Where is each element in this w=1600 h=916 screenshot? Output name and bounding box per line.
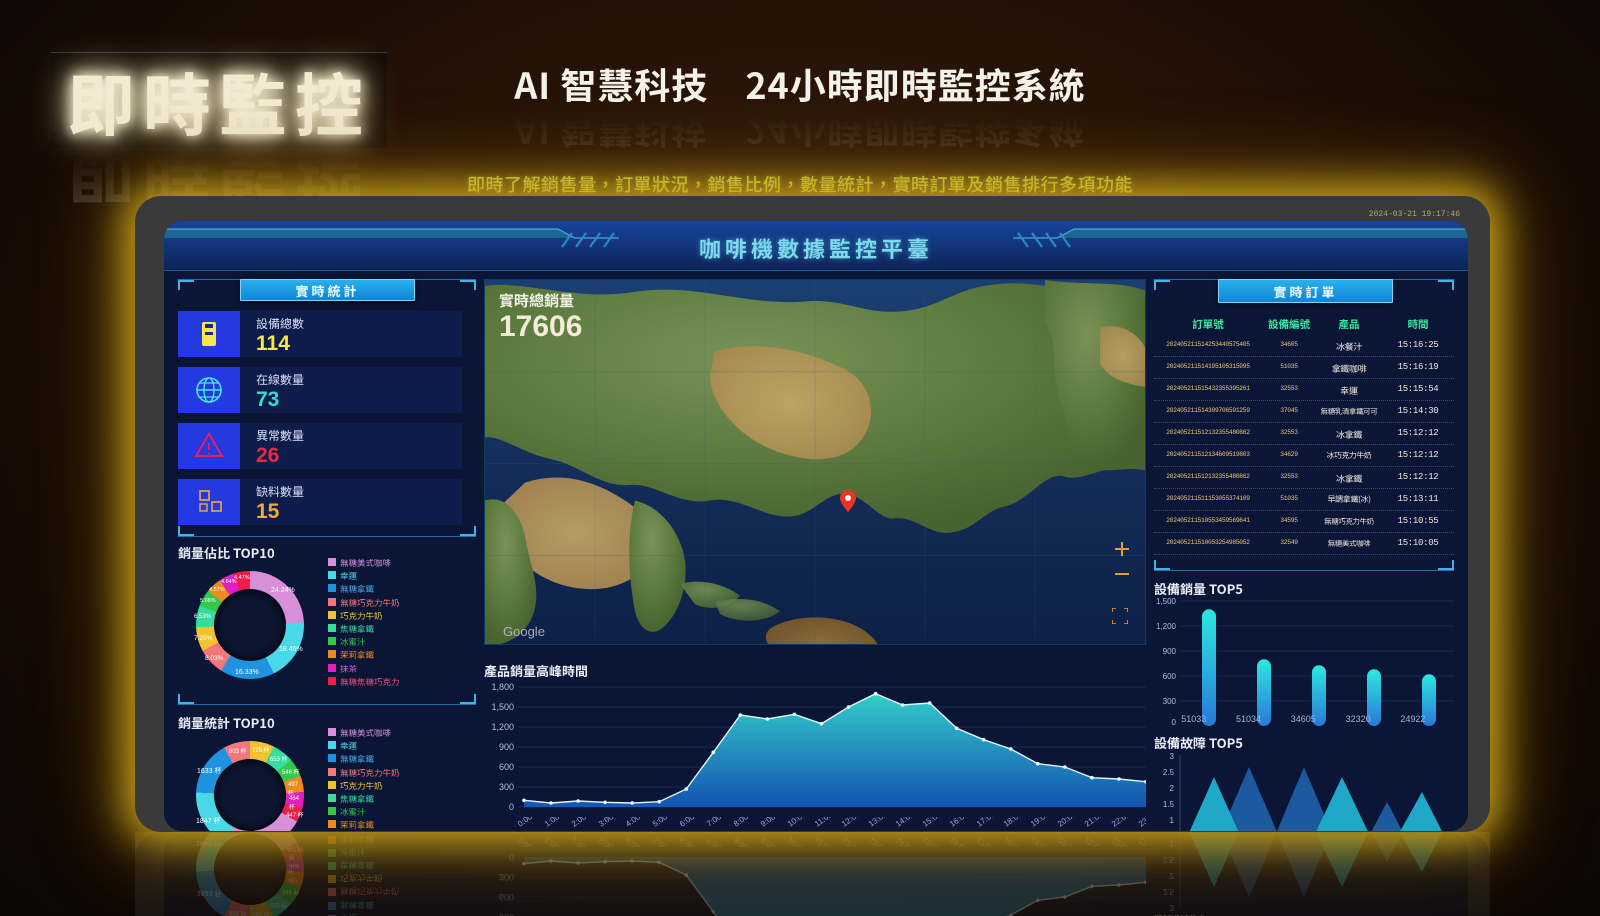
svg-text:21:00: 21:00 — [1083, 817, 1105, 829]
svg-text:1.5: 1.5 — [1163, 800, 1175, 809]
svg-text:1:00: 1:00 — [543, 817, 561, 829]
svg-text:300: 300 — [499, 782, 514, 792]
svg-text:900: 900 — [1163, 647, 1177, 656]
svg-text:13:00: 13:00 — [867, 817, 889, 829]
svg-text:1,200: 1,200 — [1156, 622, 1177, 631]
svg-text:10:00: 10:00 — [786, 817, 808, 829]
svg-text:17:00: 17:00 — [975, 817, 997, 829]
svg-text:9:00: 9:00 — [759, 817, 777, 829]
svg-text:1,200: 1,200 — [491, 722, 514, 732]
svg-text:2.5: 2.5 — [1163, 768, 1175, 777]
svg-text:22:00: 22:00 — [1110, 817, 1132, 829]
svg-text:1: 1 — [1170, 816, 1175, 825]
svg-text:8:00: 8:00 — [732, 817, 750, 829]
svg-text:6:00: 6:00 — [678, 817, 696, 829]
svg-text:11:00: 11:00 — [813, 817, 835, 829]
svg-text:15:00: 15:00 — [921, 817, 943, 829]
svg-text:4:00: 4:00 — [624, 817, 642, 829]
svg-text:600: 600 — [499, 762, 514, 772]
svg-text:1,500: 1,500 — [491, 702, 514, 712]
svg-text:900: 900 — [499, 742, 514, 752]
svg-text:19:00: 19:00 — [1029, 817, 1051, 829]
svg-text:300: 300 — [1163, 697, 1177, 706]
svg-text:0: 0 — [509, 802, 514, 812]
svg-text:20:00: 20:00 — [1056, 817, 1078, 829]
svg-text:18:00: 18:00 — [1002, 817, 1024, 829]
svg-text:2:00: 2:00 — [570, 817, 588, 829]
svg-text:12:00: 12:00 — [840, 817, 862, 829]
svg-text:3:00: 3:00 — [597, 817, 615, 829]
svg-text:7:00: 7:00 — [705, 817, 723, 829]
svg-text:14:00: 14:00 — [894, 817, 916, 829]
svg-text:16:00: 16:00 — [948, 817, 970, 829]
svg-text:23:00: 23:00 — [1137, 817, 1146, 829]
svg-text:1,500: 1,500 — [1156, 597, 1177, 606]
svg-text:600: 600 — [1163, 672, 1177, 681]
svg-text:5:00: 5:00 — [651, 817, 669, 829]
svg-text:3: 3 — [1170, 752, 1175, 761]
svg-text:0:00: 0:00 — [518, 817, 534, 829]
svg-text:1,800: 1,800 — [491, 682, 514, 692]
svg-text:2: 2 — [1170, 784, 1175, 793]
